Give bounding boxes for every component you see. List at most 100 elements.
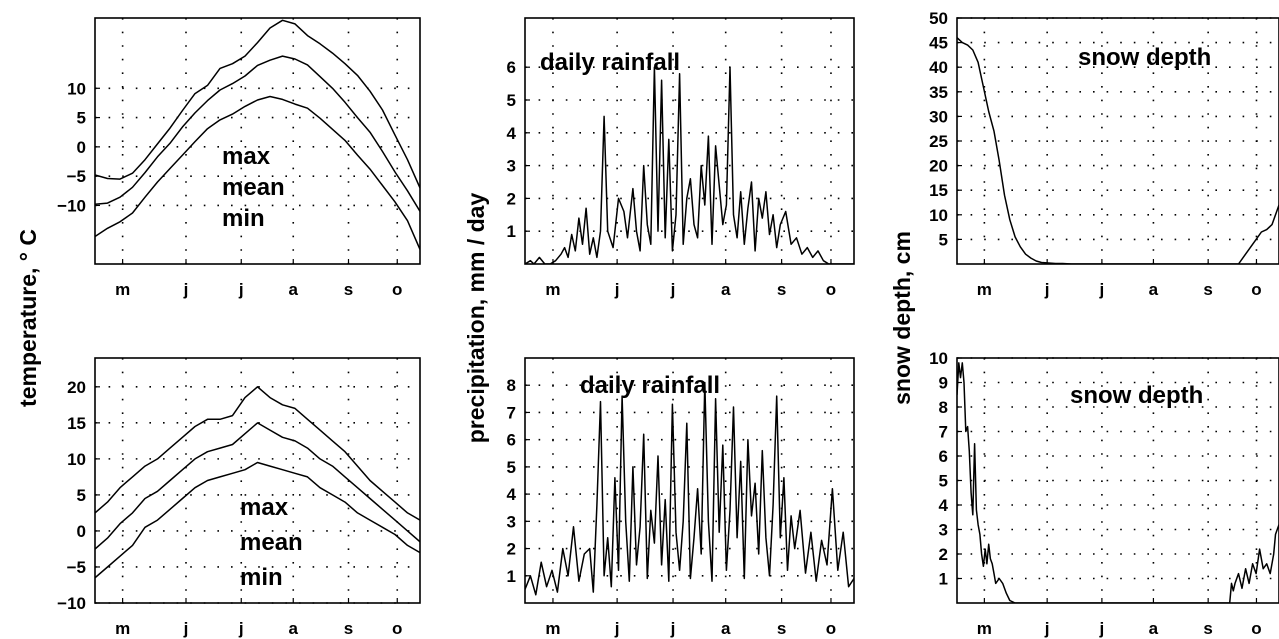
x-tick-label: j: [670, 619, 676, 638]
y-tick-label: 0: [77, 138, 86, 157]
series-line-2: [95, 422, 420, 550]
x-tick-label: s: [777, 619, 786, 638]
y-tick-label: 45: [929, 34, 948, 53]
y-tick-label: 15: [67, 414, 86, 433]
y-tick-label: 1: [507, 567, 516, 586]
chart-title: snow depth: [1078, 44, 1211, 71]
panel-temp-bottom: 20 15 10 5 0 −5 −10 m j j a s o max mean min: [57, 357, 421, 638]
x-tick-label: m: [545, 619, 560, 638]
y-tick-label: 50: [929, 9, 948, 28]
series-line-3: [95, 95, 420, 250]
y-tick-label: 30: [929, 107, 948, 126]
panel-rain-top: 1 2 3 4 5 6 m j j a s o daily rainfall: [507, 17, 855, 299]
y-tick-label: 1: [507, 222, 516, 241]
x-tick-label: a: [289, 280, 299, 299]
y-tick-label: 10: [67, 79, 86, 98]
y-tick-label: 8: [939, 398, 948, 417]
series-line-1: [525, 381, 854, 596]
x-tick-label: o: [826, 280, 836, 299]
y-tick-label: 5: [77, 486, 86, 505]
series-line-3: [95, 461, 420, 579]
x-tick-label: a: [721, 619, 731, 638]
annotation-max: max: [222, 143, 271, 170]
y-tick-label: 9: [939, 374, 948, 393]
x-tick-label: m: [115, 280, 130, 299]
y-tick-label: 5: [939, 230, 948, 249]
y-tick-label: 5: [507, 91, 516, 110]
chart-title: daily rainfall: [540, 49, 680, 76]
series-line-1: [957, 37, 1279, 264]
annotation-max: max: [240, 494, 289, 521]
y-tick-label: 3: [507, 157, 516, 176]
plot-frame: [94, 17, 421, 265]
x-tick-label: j: [1099, 619, 1105, 638]
snow-depth-ylabel: snow depth, cm: [889, 231, 915, 405]
x-tick-label: j: [1044, 280, 1050, 299]
y-tick-label: 5: [507, 458, 516, 477]
y-tick-label: 2: [507, 540, 516, 559]
y-tick-label: 7: [507, 403, 516, 422]
y-tick-label: 5: [939, 472, 948, 491]
x-tick-label: m: [977, 619, 992, 638]
series-line-1: [95, 386, 420, 521]
x-tick-label: s: [1203, 619, 1212, 638]
x-tick-label: o: [392, 619, 402, 638]
annotation-mean: mean: [240, 529, 303, 556]
x-tick-label: m: [977, 280, 992, 299]
annotation-mean: mean: [222, 174, 285, 201]
y-tick-label: 25: [929, 132, 948, 151]
y-tick-label: 15: [929, 181, 948, 200]
x-tick-label: j: [614, 619, 620, 638]
x-tick-label: j: [1044, 619, 1050, 638]
x-tick-label: a: [289, 619, 299, 638]
x-tick-label: s: [344, 619, 353, 638]
x-tick-label: m: [545, 280, 560, 299]
x-tick-label: s: [344, 280, 353, 299]
x-tick-label: a: [1149, 280, 1159, 299]
y-tick-label: 0: [77, 522, 86, 541]
x-tick-label: a: [721, 280, 731, 299]
x-tick-label: a: [1149, 619, 1159, 638]
x-tick-label: j: [670, 280, 676, 299]
temperature-ylabel: temperature, ° C: [15, 229, 41, 407]
x-tick-label: o: [1251, 280, 1261, 299]
x-tick-label: j: [183, 280, 189, 299]
x-tick-label: j: [238, 619, 244, 638]
series-line-1: [95, 19, 420, 189]
y-tick-label: 10: [67, 450, 86, 469]
y-tick-label: 4: [939, 496, 949, 515]
x-tick-label: j: [1099, 280, 1105, 299]
series-line-1: [957, 362, 1279, 603]
y-tick-label: 20: [67, 378, 86, 397]
y-tick-label: −10: [57, 594, 86, 613]
chart-title: snow depth: [1070, 382, 1203, 409]
y-tick-label: 35: [929, 83, 948, 102]
panel-rain-bottom: 1 2 3 4 5 6 7 8 m j j a s o daily rainfall: [507, 357, 855, 638]
x-tick-label: j: [614, 280, 620, 299]
y-tick-label: 5: [77, 109, 86, 128]
x-tick-label: o: [826, 619, 836, 638]
x-tick-label: o: [1251, 619, 1261, 638]
annotation-min: min: [222, 205, 265, 232]
y-tick-label: 4: [507, 485, 517, 504]
y-tick-label: 4: [507, 124, 517, 143]
y-tick-label: 2: [507, 189, 516, 208]
y-tick-label: 40: [929, 58, 948, 77]
panel-temp-top: 10 5 0 −5 −10 m j j a s o max mean min: [57, 17, 421, 299]
chart-title: daily rainfall: [580, 372, 720, 399]
y-tick-label: 6: [507, 431, 516, 450]
y-tick-label: 2: [939, 545, 948, 564]
y-tick-label: 7: [939, 423, 948, 442]
y-tick-label: 8: [507, 376, 516, 395]
y-tick-label: 1: [939, 570, 948, 589]
y-tick-label: 10: [929, 206, 948, 225]
panel-snow-top: 5 10 15 20 25 30 35 40 45 50 m j j a s o snow depth: [929, 9, 1279, 299]
y-tick-label: 3: [507, 512, 516, 531]
y-tick-label: 6: [507, 58, 516, 77]
x-tick-label: j: [183, 619, 189, 638]
precipitation-ylabel: precipitation, mm / day: [463, 193, 489, 444]
y-tick-label: 10: [929, 349, 948, 368]
y-tick-label: 20: [929, 157, 948, 176]
x-tick-label: s: [1203, 280, 1212, 299]
y-tick-label: 3: [939, 521, 948, 540]
